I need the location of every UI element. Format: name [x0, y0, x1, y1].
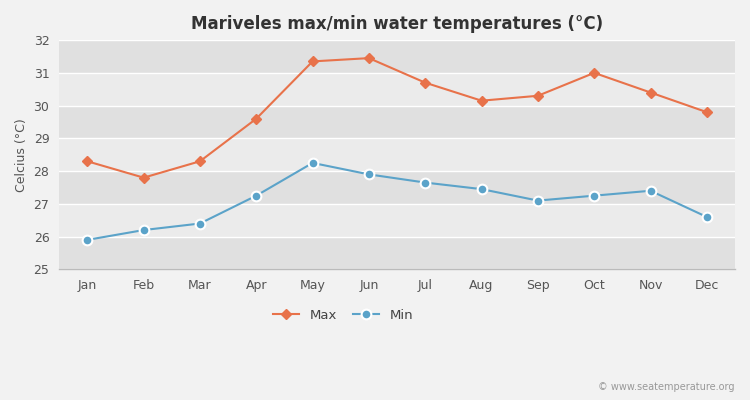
Bar	[59, 237, 735, 269]
Min	[364, 172, 374, 177]
Max	[140, 175, 148, 180]
Bar	[59, 40, 735, 73]
Min	[477, 187, 486, 192]
Min	[702, 214, 711, 219]
Min	[140, 228, 148, 232]
Max	[82, 159, 92, 164]
Min	[82, 238, 92, 242]
Max	[364, 56, 374, 60]
Max	[421, 80, 430, 85]
Min	[646, 188, 655, 193]
Bar	[59, 138, 735, 171]
Max	[646, 90, 655, 95]
Bar	[59, 171, 735, 204]
Min	[196, 221, 205, 226]
Max	[533, 93, 542, 98]
Bar	[59, 73, 735, 106]
Line: Min: Min	[82, 158, 712, 245]
Min	[252, 193, 261, 198]
Max	[196, 159, 205, 164]
Min	[421, 180, 430, 185]
Y-axis label: Celcius (°C): Celcius (°C)	[15, 118, 28, 192]
Text: © www.seatemperature.org: © www.seatemperature.org	[598, 382, 735, 392]
Bar	[59, 106, 735, 138]
Max	[308, 59, 317, 64]
Min	[308, 160, 317, 165]
Min	[533, 198, 542, 203]
Max	[252, 116, 261, 121]
Max	[590, 70, 598, 75]
Title: Mariveles max/min water temperatures (°C): Mariveles max/min water temperatures (°C…	[191, 15, 603, 33]
Legend: Max, Min: Max, Min	[267, 303, 419, 327]
Bar	[59, 204, 735, 237]
Min	[590, 193, 598, 198]
Max	[477, 98, 486, 103]
Max	[702, 110, 711, 114]
Line: Max: Max	[84, 55, 710, 181]
